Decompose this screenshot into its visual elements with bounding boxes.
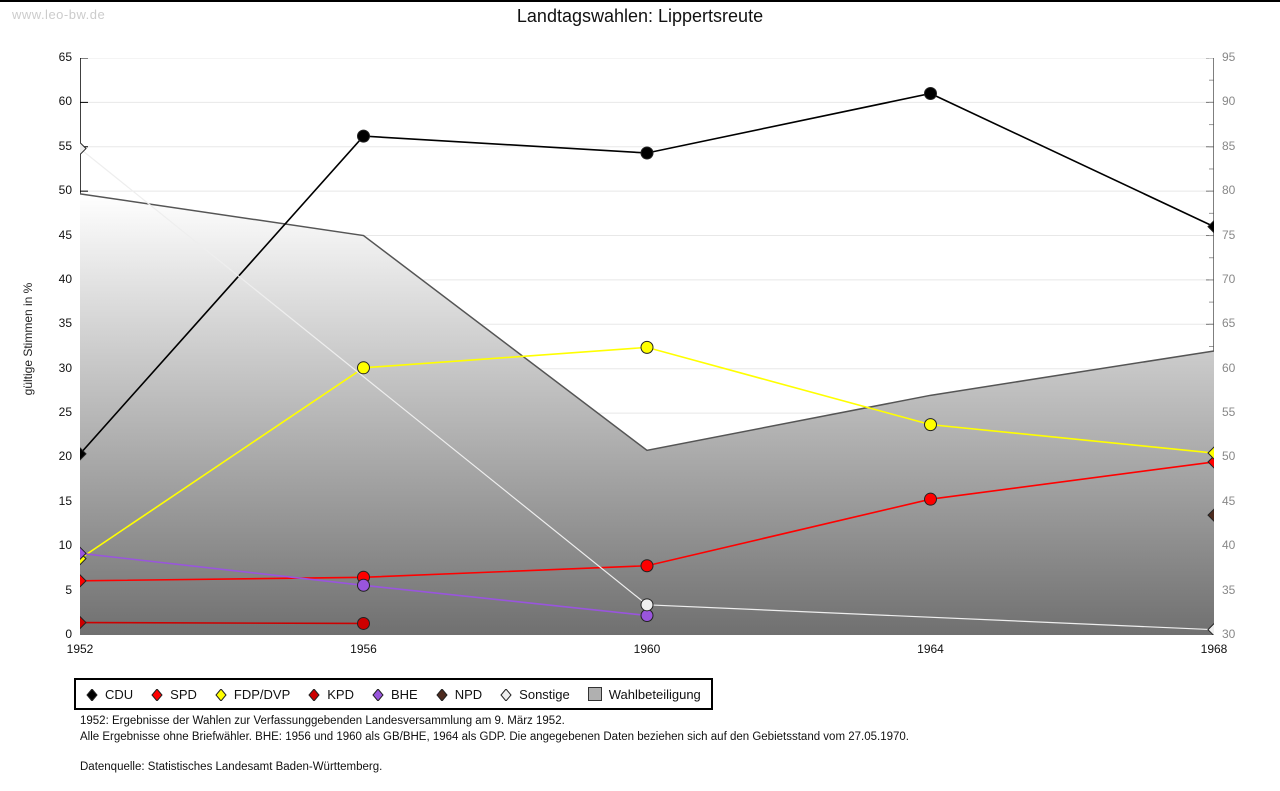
plot-area bbox=[80, 58, 1214, 635]
y-tick-left: 65 bbox=[58, 50, 72, 64]
x-tick: 1952 bbox=[66, 642, 94, 656]
data-point-spd bbox=[640, 559, 654, 573]
legend-diamond-icon bbox=[372, 688, 384, 702]
turnout-area bbox=[80, 193, 1214, 635]
y-tick-left: 60 bbox=[58, 94, 72, 109]
y-tick-left: 0 bbox=[65, 627, 72, 641]
y-tick-right: 35 bbox=[1222, 582, 1236, 597]
y-tick-right: 40 bbox=[1222, 538, 1236, 553]
data-point-bhe bbox=[80, 546, 87, 561]
series-markers bbox=[80, 87, 1214, 635]
y-tick-left: 10 bbox=[58, 538, 72, 553]
legend-diamond-icon bbox=[151, 688, 163, 702]
turnout-area-fill bbox=[80, 193, 1214, 635]
legend-diamond-icon bbox=[436, 688, 448, 702]
y-tick-right: 45 bbox=[1222, 493, 1236, 508]
data-point-fdp-dvp bbox=[357, 361, 370, 375]
legend-label: BHE bbox=[390, 686, 418, 702]
x-tick: 1964 bbox=[917, 642, 944, 656]
y-tick-left: 20 bbox=[58, 449, 72, 464]
data-point-npd bbox=[1207, 508, 1214, 522]
legend-diamond-icon bbox=[500, 688, 512, 702]
plot-svg bbox=[80, 58, 1214, 635]
data-point-cdu bbox=[1207, 219, 1214, 234]
y-tick-left: 45 bbox=[58, 227, 72, 242]
legend-diamond-icon bbox=[308, 688, 320, 702]
y-tick-left: 50 bbox=[58, 183, 72, 198]
footnote-source: Datenquelle: Statistisches Landesamt Bad… bbox=[80, 761, 383, 773]
y-tick-right: 85 bbox=[1222, 138, 1236, 153]
turnout-area-outline bbox=[80, 193, 1214, 452]
y-tick-right: 65 bbox=[1222, 316, 1236, 331]
data-point-spd bbox=[80, 574, 87, 588]
data-point-fdp-dvp bbox=[924, 418, 937, 432]
chart-title: Landtagswahlen: Lippertsreute bbox=[516, 6, 764, 26]
y-tick-right: 55 bbox=[1222, 405, 1236, 420]
y-tick-left: 5 bbox=[65, 582, 72, 597]
legend-label: Sonstige bbox=[519, 686, 570, 702]
data-point-kpd bbox=[357, 616, 370, 630]
y-tick-right: 75 bbox=[1222, 227, 1236, 242]
data-point-cdu bbox=[80, 447, 87, 461]
y-tick-left: 40 bbox=[58, 271, 72, 286]
legend-square-icon bbox=[587, 687, 602, 701]
legend-item-kpd[interactable]: KPD bbox=[308, 687, 354, 702]
footnotes: 1952: Ergebnisse der Wahlen zur Verfassu… bbox=[80, 713, 909, 775]
legend-label: KPD bbox=[327, 686, 354, 702]
legend-item-cdu[interactable]: CDU bbox=[86, 687, 133, 702]
data-point-cdu bbox=[640, 146, 654, 160]
legend-label: Wahlbeteiligung bbox=[608, 686, 701, 702]
footnote-line-2: Alle Ergebnisse ohne Briefwähler. BHE: 1… bbox=[80, 731, 909, 743]
x-tick: 1956 bbox=[350, 642, 377, 656]
legend-item-npd[interactable]: NPD bbox=[436, 687, 482, 702]
legend-item-sonstige[interactable]: Sonstige bbox=[500, 687, 570, 702]
footnote-line-1: 1952: Ergebnisse der Wahlen zur Verfassu… bbox=[80, 715, 565, 727]
data-point-spd bbox=[924, 492, 937, 506]
x-tick: 1968 bbox=[1200, 642, 1228, 656]
y-tick-right: 95 bbox=[1222, 50, 1236, 64]
data-point-sonstige bbox=[640, 598, 654, 612]
data-point-kpd bbox=[80, 615, 87, 630]
y-tick-left: 15 bbox=[58, 493, 72, 508]
legend-diamond-icon bbox=[86, 688, 98, 702]
legend-label: CDU bbox=[105, 686, 134, 702]
y-tick-right: 80 bbox=[1222, 183, 1236, 198]
data-point-sonstige bbox=[1207, 622, 1214, 635]
y-tick-right: 30 bbox=[1222, 627, 1236, 641]
watermark: www.leo-bw.de bbox=[12, 7, 106, 22]
legend-item-fdp-dvp[interactable]: FDP/DVP bbox=[215, 687, 290, 702]
legend-item-bhe[interactable]: BHE bbox=[372, 687, 418, 702]
legend-label: NPD bbox=[454, 686, 483, 702]
data-point-cdu bbox=[924, 87, 937, 101]
legend-label: FDP/DVP bbox=[233, 686, 291, 702]
legend-label: SPD bbox=[170, 686, 197, 702]
y-tick-right: 90 bbox=[1222, 94, 1236, 109]
y-tick-left: 30 bbox=[58, 360, 72, 375]
y-tick-right: 50 bbox=[1222, 449, 1236, 464]
data-point-bhe bbox=[357, 578, 370, 592]
y-tick-right: 70 bbox=[1222, 271, 1236, 286]
data-point-cdu bbox=[357, 129, 370, 143]
data-point-fdp-dvp bbox=[640, 340, 654, 354]
y-tick-left: 25 bbox=[58, 405, 72, 420]
x-tick: 1960 bbox=[633, 642, 661, 656]
data-point-fdp-dvp bbox=[1207, 446, 1214, 460]
legend: CDU SPD FDP/DVP KPD BHE NPD Sonstige Wahlbeteil… bbox=[74, 678, 713, 710]
y-tick-right: 60 bbox=[1222, 360, 1236, 375]
data-point-spd bbox=[1207, 455, 1214, 469]
data-point-sonstige bbox=[80, 141, 87, 156]
series-line-kpd bbox=[80, 621, 364, 625]
y-tick-left: 55 bbox=[58, 138, 72, 153]
legend-item-spd[interactable]: SPD bbox=[151, 687, 197, 702]
legend-item-wahlbeteiligung[interactable]: Wahlbeteiligung bbox=[587, 686, 701, 702]
y-tick-left: 35 bbox=[58, 316, 72, 331]
legend-diamond-icon bbox=[215, 688, 227, 702]
